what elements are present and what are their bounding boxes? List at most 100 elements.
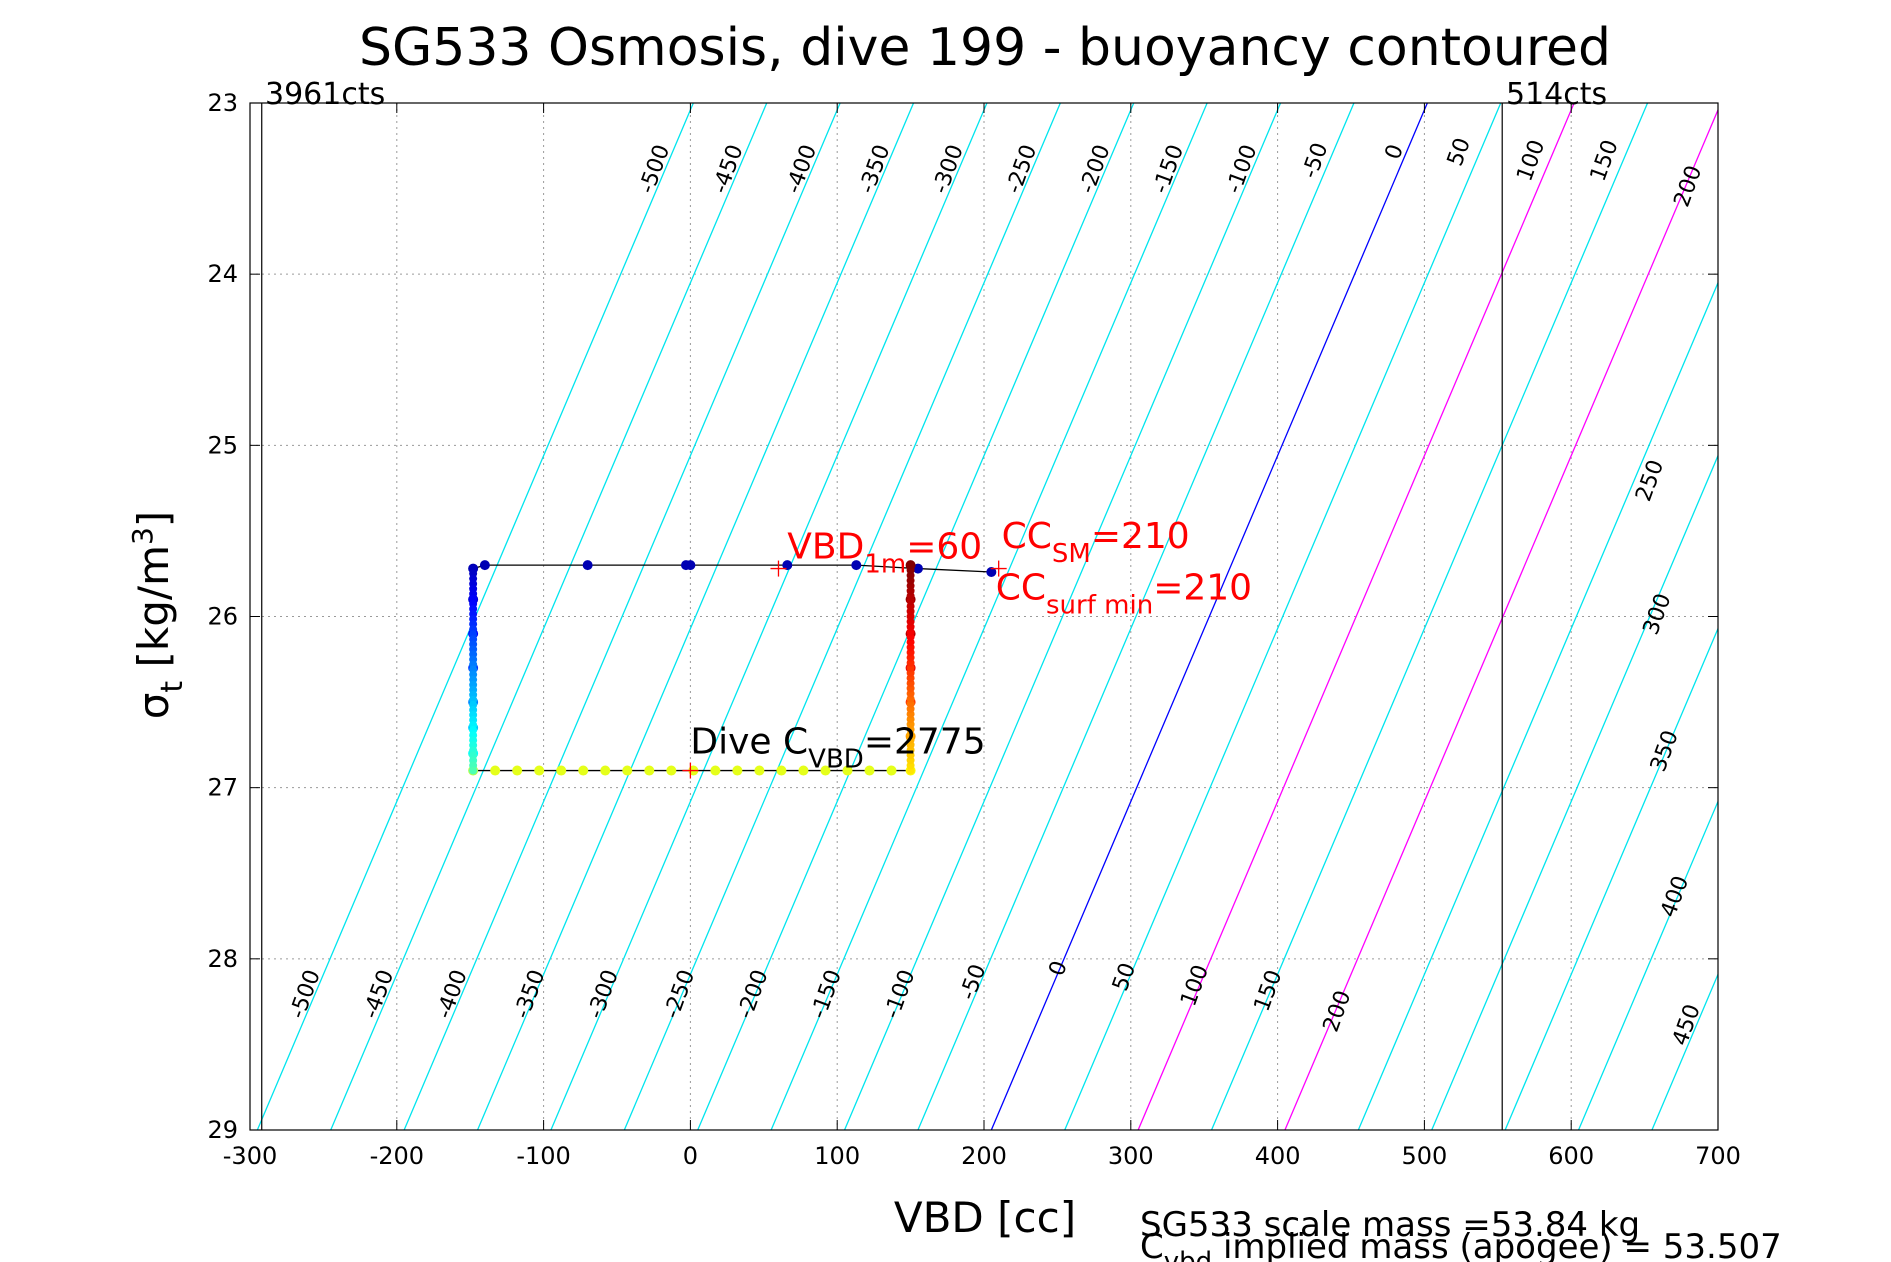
x-tick-label: 700 — [1695, 1142, 1741, 1170]
data-point — [666, 765, 677, 776]
y-tick-label: 24 — [207, 260, 238, 288]
x-tick-label: 600 — [1548, 1142, 1594, 1170]
annotation-subscript: surf min — [1046, 590, 1153, 620]
scale-mass-note: SG533 scale mass =53.84 kg — [1140, 1205, 1640, 1245]
contour-line — [917, 103, 1355, 1130]
contour-line — [770, 103, 1208, 1130]
y-tick-label: 25 — [207, 431, 238, 459]
data-point — [864, 765, 875, 776]
data-point — [754, 765, 765, 776]
annotation-label: Dive CVBD=2775 — [690, 721, 985, 774]
data-point — [732, 765, 743, 776]
x-axis-label: VBD [cc] — [894, 1193, 1076, 1242]
annotation-subscript: SM — [1052, 539, 1091, 569]
data-point — [622, 765, 633, 776]
x-axis-ticks: -300 -200 -100 0 100 200 300 400 500 600 700 — [223, 103, 1741, 1170]
y-axis-label-unit: [kg/m — [129, 545, 178, 667]
annotation-suffix: =2775 — [864, 721, 986, 762]
contour-line — [330, 103, 768, 1130]
annotation-label: VBD1m=60 — [787, 526, 982, 579]
x-tick-label: -300 — [223, 1142, 277, 1170]
annotation-suffix: =210 — [1091, 516, 1190, 557]
y-axis-label-sigma: σ — [129, 693, 178, 720]
contour-line — [1064, 103, 1502, 1130]
annotation-suffix: =210 — [1153, 567, 1252, 608]
data-point — [479, 560, 490, 571]
data-point — [851, 560, 862, 571]
contour-line — [1431, 454, 1718, 1130]
data-point — [798, 765, 809, 776]
y-tick-label: 28 — [207, 945, 238, 973]
annotation-label: CCsurf min=210 — [996, 567, 1252, 620]
data-point — [556, 765, 567, 776]
y-axis-ticks: 23 24 25 26 27 28 29 — [207, 89, 1718, 1144]
contour-line — [403, 103, 841, 1130]
dive-points — [468, 560, 997, 776]
counts-left-label: 3961cts — [265, 77, 385, 112]
column-point — [469, 766, 478, 775]
contour-line — [697, 103, 1135, 1130]
contour-line — [550, 103, 988, 1130]
contour-line — [1577, 799, 1718, 1130]
annotation-subscript: 1m — [864, 549, 906, 579]
implied-mass-prefix: C — [1140, 1227, 1164, 1262]
x-tick-label: 500 — [1401, 1142, 1447, 1170]
contour-line — [1504, 626, 1718, 1130]
y-axis-label-subscript: t — [155, 681, 190, 693]
count-limit-lines — [261, 103, 1503, 1130]
annotation-suffix: =60 — [906, 526, 982, 567]
x-tick-label: -200 — [370, 1142, 424, 1170]
data-point — [512, 765, 523, 776]
data-point — [710, 765, 721, 776]
data-point — [644, 765, 655, 776]
y-axis-label-close: ] — [129, 511, 178, 527]
implied-mass-subscript: vbd — [1164, 1247, 1212, 1262]
data-point — [986, 566, 997, 577]
data-point — [776, 765, 787, 776]
data-point — [842, 765, 853, 776]
x-tick-label: 100 — [814, 1142, 860, 1170]
chart-title: SG533 Osmosis, dive 199 - buoyancy conto… — [359, 18, 1611, 78]
y-tick-label: 23 — [207, 89, 238, 117]
y-tick-label: 27 — [207, 774, 238, 802]
column-point — [906, 561, 915, 570]
y-tick-label: 26 — [207, 603, 238, 631]
contour-line — [476, 103, 915, 1130]
x-tick-label: 400 — [1255, 1142, 1301, 1170]
contour-line — [990, 103, 1428, 1130]
counts-right-label: 514cts — [1506, 77, 1607, 112]
x-tick-label: 200 — [961, 1142, 1007, 1170]
implied-mass-note: Cvbd implied mass (apogee) = 53.507 — [1140, 1227, 1782, 1262]
grid-lines — [250, 103, 1718, 1130]
y-tick-label: 29 — [207, 1116, 238, 1144]
data-point — [685, 560, 696, 571]
contour-line — [1284, 108, 1718, 1130]
annotation-main: CC — [996, 567, 1046, 608]
data-point — [582, 560, 593, 571]
x-tick-label: 0 — [683, 1142, 698, 1170]
annotation-main: VBD — [787, 526, 864, 567]
data-point — [820, 765, 831, 776]
data-point — [490, 765, 501, 776]
annotation-label: CCSM=210 — [1002, 516, 1190, 569]
contour-line — [1210, 103, 1649, 1130]
contour-line — [1137, 103, 1575, 1130]
x-tick-label: -100 — [516, 1142, 570, 1170]
data-point — [534, 765, 545, 776]
data-point — [886, 765, 897, 776]
y-axis-label-superscript: 3 — [126, 527, 159, 545]
implied-mass-text: implied mass (apogee) = 53.507 — [1212, 1227, 1782, 1262]
data-point — [578, 765, 589, 776]
reference-markers — [682, 560, 1007, 779]
y-axis-label: σt [kg/m3] — [126, 511, 190, 719]
contour-line — [1357, 281, 1718, 1130]
annotation-main: CC — [1002, 516, 1052, 557]
x-tick-label: 300 — [1108, 1142, 1154, 1170]
contour-line — [843, 103, 1282, 1130]
contour-line — [623, 103, 1061, 1130]
annotation-main: Dive C — [690, 721, 808, 762]
svg-text:σt [kg/m3]: σt [kg/m3] — [126, 511, 190, 719]
data-point — [600, 765, 611, 776]
